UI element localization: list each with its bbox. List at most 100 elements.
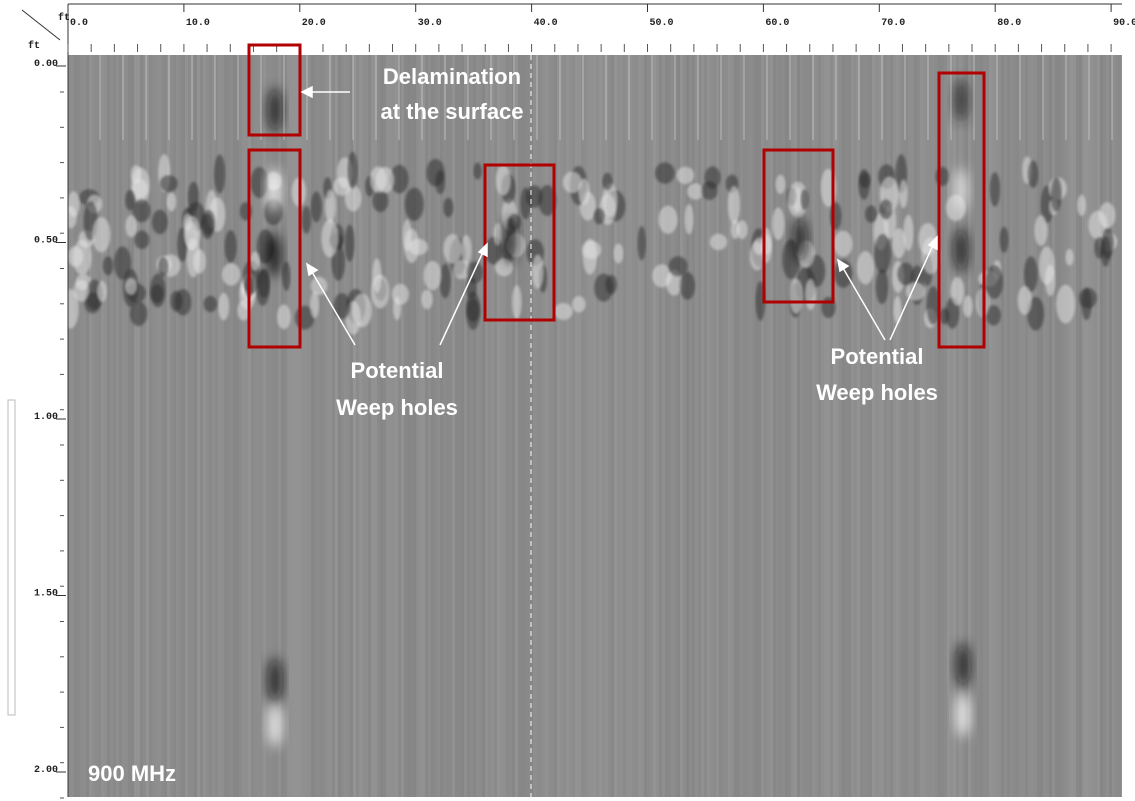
streak [446, 55, 449, 797]
streak [764, 55, 767, 797]
streak [1085, 55, 1088, 797]
reflection [461, 234, 472, 265]
streak [173, 55, 176, 797]
streak [680, 55, 683, 797]
streak [137, 55, 140, 797]
streak [200, 55, 203, 797]
streak [1100, 55, 1103, 797]
x-tick-label: 30.0 [418, 18, 442, 29]
streak [626, 55, 629, 797]
streak [632, 55, 635, 797]
streak [692, 55, 695, 797]
streak [671, 55, 674, 797]
streak [785, 55, 788, 797]
streak [1064, 55, 1067, 797]
streak [914, 55, 917, 797]
streak [491, 55, 494, 797]
annotation-line: Potential [831, 344, 924, 369]
y-tick-label: 2.00 [34, 765, 58, 776]
reflection [593, 208, 605, 225]
streak [968, 55, 971, 797]
streak [1097, 55, 1100, 797]
streak [362, 55, 365, 797]
streak [602, 55, 605, 797]
streak [782, 55, 785, 797]
reflection [789, 278, 804, 314]
reflection [351, 293, 372, 328]
reflection [879, 199, 893, 220]
streak [1007, 55, 1010, 797]
streak [263, 55, 266, 797]
streak [827, 55, 830, 797]
streak [257, 55, 260, 797]
reflection [68, 289, 79, 329]
streak [254, 55, 257, 797]
streak [638, 55, 641, 797]
streak [335, 55, 338, 797]
streak [1001, 55, 1004, 797]
streak [749, 55, 752, 797]
streak [182, 55, 185, 797]
streak [773, 55, 776, 797]
streak [503, 55, 506, 797]
streak [1052, 55, 1055, 797]
streak [1082, 55, 1085, 797]
streak [890, 55, 893, 797]
streak [1103, 55, 1106, 797]
streak [461, 55, 464, 797]
streak [587, 55, 590, 797]
streak [290, 55, 293, 797]
reflection [602, 172, 613, 191]
streak [269, 55, 272, 797]
streak [605, 55, 608, 797]
streak [551, 55, 554, 797]
streak [131, 55, 134, 797]
streak [689, 55, 692, 797]
streak [848, 55, 851, 797]
streak [578, 55, 581, 797]
hyperbola-apex [956, 693, 970, 737]
streak [779, 55, 782, 797]
reflection [1023, 256, 1038, 293]
streak [770, 55, 773, 797]
reflection [102, 256, 114, 276]
streak [1046, 55, 1049, 797]
streak [80, 55, 83, 797]
streak [443, 55, 446, 797]
reflection [1065, 248, 1074, 266]
streak [203, 55, 206, 797]
streak [215, 55, 218, 797]
reflection [926, 286, 940, 325]
reflection [72, 239, 92, 276]
side-scale [7, 399, 16, 716]
reflection [391, 283, 409, 305]
streak [866, 55, 869, 797]
streak [917, 55, 920, 797]
streak [239, 55, 242, 797]
streak [794, 55, 797, 797]
arrowhead [300, 85, 313, 99]
reflection [423, 260, 442, 291]
reflection [833, 230, 853, 257]
streak [167, 55, 170, 797]
reflection [344, 184, 362, 212]
streak [293, 55, 296, 797]
reflection [1051, 177, 1062, 212]
streak [572, 55, 575, 797]
streak [488, 55, 491, 797]
reflection [68, 206, 77, 229]
streak [404, 55, 407, 797]
streak [1106, 55, 1109, 797]
streak [1091, 55, 1094, 797]
streak [494, 55, 497, 797]
streak [857, 55, 860, 797]
streak [242, 55, 245, 797]
reflection [92, 216, 111, 253]
reflection [426, 159, 445, 187]
streak [860, 55, 863, 797]
streak [1088, 55, 1091, 797]
reflection [421, 289, 433, 310]
streak [1058, 55, 1061, 797]
streak [383, 55, 386, 797]
box [762, 148, 835, 304]
